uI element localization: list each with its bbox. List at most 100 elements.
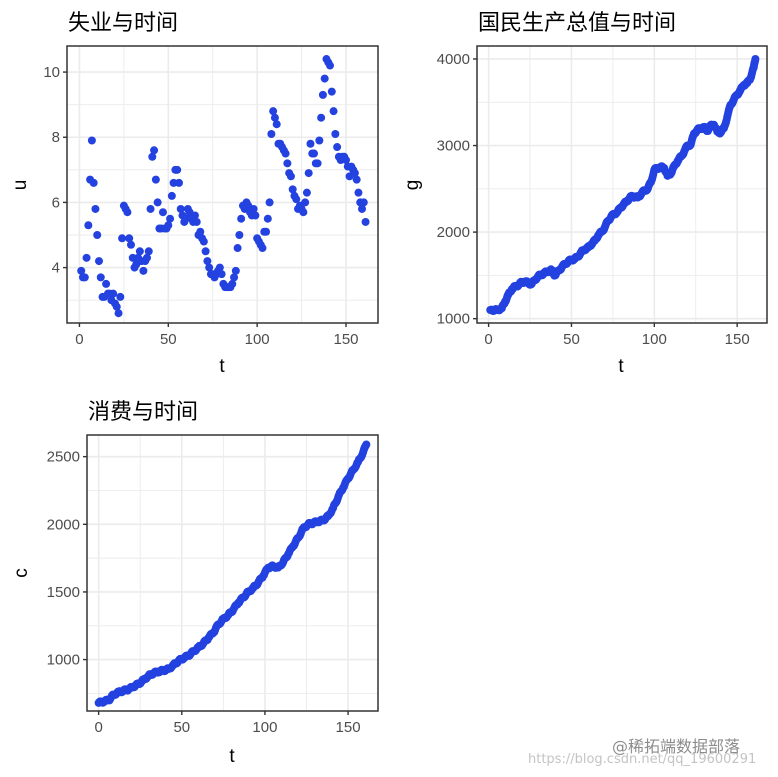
data-point bbox=[139, 266, 148, 275]
data-point bbox=[150, 146, 159, 155]
data-point bbox=[196, 227, 205, 236]
panel-border bbox=[476, 45, 768, 324]
y-tick-label: 1000 bbox=[47, 652, 80, 669]
data-point bbox=[310, 149, 319, 158]
x-axis-label: t bbox=[229, 746, 235, 767]
data-point bbox=[249, 204, 258, 213]
data-point bbox=[263, 214, 272, 223]
data-point bbox=[283, 159, 292, 168]
data-point bbox=[153, 198, 162, 207]
data-point bbox=[82, 253, 91, 262]
data-points bbox=[77, 55, 370, 318]
y-tick-label: 6 bbox=[52, 194, 60, 211]
y-tick-label: 1500 bbox=[47, 584, 80, 601]
data-point bbox=[286, 172, 295, 181]
data-point bbox=[265, 198, 274, 207]
data-point bbox=[176, 204, 185, 213]
data-point bbox=[80, 273, 89, 282]
data-point bbox=[333, 143, 342, 152]
data-point bbox=[354, 188, 363, 197]
data-point bbox=[331, 129, 340, 138]
watermark-brand: @稀拓端数据部落 bbox=[612, 737, 741, 756]
data-point bbox=[126, 240, 135, 249]
data-point bbox=[144, 247, 153, 256]
data-point bbox=[190, 211, 199, 220]
x-tick-label: 50 bbox=[160, 331, 177, 348]
data-point bbox=[228, 279, 237, 288]
data-point bbox=[125, 234, 134, 243]
data-point bbox=[109, 289, 118, 298]
data-point bbox=[326, 61, 335, 70]
panel-title: 消费与时间 bbox=[88, 400, 198, 425]
data-point bbox=[327, 87, 336, 96]
data-point bbox=[158, 208, 167, 217]
data-point bbox=[93, 231, 102, 240]
data-point bbox=[358, 204, 367, 213]
data-point bbox=[361, 217, 370, 226]
data-point bbox=[288, 185, 297, 194]
data-point bbox=[362, 440, 371, 449]
data-point bbox=[304, 169, 313, 178]
data-point bbox=[118, 234, 127, 243]
y-tick-label: 8 bbox=[52, 129, 60, 146]
data-point bbox=[201, 247, 210, 256]
data-point bbox=[267, 129, 276, 138]
data-point bbox=[166, 214, 175, 223]
data-point bbox=[91, 204, 100, 213]
data-point bbox=[205, 263, 214, 272]
panel-border bbox=[66, 45, 379, 324]
data-point bbox=[146, 204, 155, 213]
data-point bbox=[350, 169, 359, 178]
data-point bbox=[167, 191, 176, 200]
data-point bbox=[251, 211, 260, 220]
data-point bbox=[151, 175, 160, 184]
y-axis-label: c bbox=[11, 568, 32, 578]
gnp-panel: 国民生产总值与时间 0 50 100 150 1000 2000 3000 4000 t g bbox=[402, 11, 768, 377]
y-tick-label: 10 bbox=[43, 64, 60, 81]
data-point bbox=[302, 188, 311, 197]
axis-ticks: 0 50 100 150 4 6 8 10 bbox=[43, 64, 358, 348]
data-point bbox=[281, 149, 290, 158]
data-point bbox=[230, 273, 239, 282]
data-points bbox=[486, 54, 760, 316]
panel-title: 失业与时间 bbox=[68, 11, 178, 36]
data-point bbox=[215, 263, 224, 272]
data-point bbox=[231, 266, 240, 275]
x-tick-label: 0 bbox=[75, 331, 83, 348]
data-point bbox=[192, 217, 201, 226]
data-point bbox=[269, 107, 278, 116]
data-point bbox=[116, 292, 125, 301]
x-tick-label: 50 bbox=[563, 331, 580, 348]
data-point bbox=[123, 208, 132, 217]
x-tick-label: 100 bbox=[245, 331, 270, 348]
data-point bbox=[235, 231, 244, 240]
x-tick-label: 50 bbox=[173, 719, 190, 736]
data-point bbox=[237, 214, 246, 223]
data-point bbox=[306, 139, 315, 148]
data-point bbox=[315, 136, 324, 145]
data-point bbox=[317, 113, 326, 122]
data-point bbox=[174, 178, 183, 187]
x-tick-label: 150 bbox=[336, 719, 361, 736]
panel-border bbox=[86, 434, 379, 712]
panel-title: 国民生产总值与时间 bbox=[478, 11, 676, 36]
x-tick-label: 100 bbox=[252, 719, 277, 736]
y-tick-label: 2000 bbox=[47, 516, 80, 533]
x-axis-label: t bbox=[219, 356, 225, 377]
x-tick-label: 0 bbox=[94, 719, 102, 736]
plot-area bbox=[87, 435, 378, 711]
data-point bbox=[94, 257, 103, 266]
data-point bbox=[164, 221, 173, 230]
data-point bbox=[203, 257, 212, 266]
y-tick-label: 4 bbox=[52, 260, 60, 277]
data-point bbox=[359, 198, 368, 207]
data-point bbox=[342, 156, 351, 165]
data-point bbox=[96, 273, 105, 282]
data-point bbox=[87, 136, 96, 145]
data-point bbox=[270, 113, 279, 122]
gridlines bbox=[87, 435, 378, 711]
data-point bbox=[102, 279, 111, 288]
y-tick-label: 3000 bbox=[437, 138, 470, 155]
data-point bbox=[301, 198, 310, 207]
